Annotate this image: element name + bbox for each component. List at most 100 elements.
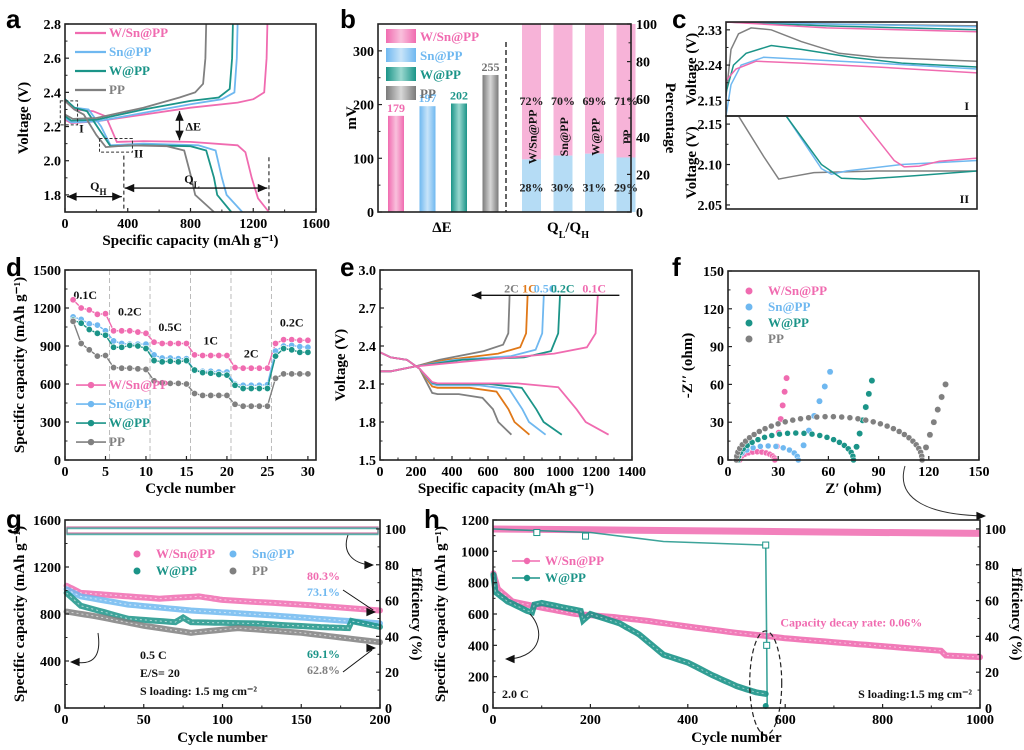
retention-label-W/Sn@PP: 80.3%: [307, 569, 340, 583]
bar-category-label: W/Sn@PP: [526, 110, 540, 165]
qh-arrowhead-l: [67, 192, 77, 201]
qh-subscript: H: [99, 187, 106, 197]
panel-g-ylabel-right: Efficiency (%): [408, 568, 424, 661]
panel-e-xtick-label: 1400: [618, 465, 646, 480]
data-point-PP: [774, 420, 782, 428]
data-point-W/Sn@PP: [247, 364, 255, 372]
bar-QL-W/Sn@PP: [522, 24, 541, 160]
panel-b-left-ytick-label: 300: [353, 45, 374, 60]
data-point-PP: [813, 413, 821, 421]
data-point-W/Sn@PP: [182, 339, 190, 347]
panel-e-ytick-label: 2.7: [359, 302, 377, 317]
panel-d-ytick-label: 0: [54, 454, 61, 469]
data-point-Sn@PP: [821, 383, 829, 390]
panel-label-b: b: [340, 4, 356, 34]
panel-label-e: e: [340, 252, 354, 282]
legend-label-0.2C: 0.2C: [551, 281, 575, 295]
data-point-PP: [296, 370, 304, 378]
panel-h-xlabel: Cycle number: [691, 730, 782, 746]
series-line-Sn@PP: [785, 116, 977, 175]
bar-deltaE-value-label: 197: [419, 91, 437, 105]
sub: H: [581, 230, 589, 241]
data-point-PP: [231, 400, 239, 408]
data-point-W/Sn@PP: [781, 388, 789, 396]
panel-c-II-ytick-label: 2.05: [698, 199, 723, 214]
panel-g-right-ytick-label: 60: [385, 595, 399, 610]
series-line-W@PP-discharge: [64, 98, 232, 213]
group-label-QL-QH: QL/QH: [547, 220, 589, 241]
panel-g-ytick-label: 400: [40, 655, 61, 670]
panel-h-xtick-label: 200: [580, 713, 601, 728]
legend-label-W/Sn@PP: W/Sn@PP: [420, 29, 479, 44]
data-point-W@PP: [768, 432, 776, 439]
panel-d-xlabel: Cycle number: [145, 481, 236, 497]
data-point-W/Sn@PP: [69, 296, 77, 304]
panel-f-xtick-label: 60: [821, 465, 835, 480]
bar-deltaE-W/Sn@PP: [388, 115, 404, 212]
panel-b-left-ytick-label: 0: [367, 206, 374, 221]
legend-marker-W/Sn@PP: [133, 550, 141, 558]
panel-b-right-ytick-label: 80: [636, 56, 650, 71]
data-point-W/Sn@PP: [223, 351, 231, 359]
panel-f-ytick-label: 60: [710, 378, 724, 393]
panel-c-I-ytick-label: 2.33: [698, 24, 723, 39]
region-II-box: [99, 138, 133, 153]
panel-b-ylabel-right: Percentage: [662, 83, 678, 154]
series-line-W/Sn@PP: [858, 116, 977, 168]
data-point-PP: [761, 425, 769, 432]
panel-g-ytick-label: 800: [40, 608, 61, 623]
panel-e-ytick-label: 1.8: [359, 416, 377, 431]
panel-h-ytick-label: 1000: [461, 545, 489, 560]
delta-e-arrowhead-down: [175, 130, 184, 141]
data-point-PP: [883, 422, 891, 430]
data-point-Sn@PP: [757, 443, 764, 450]
data-point-PP: [797, 415, 804, 423]
data-point-PP: [830, 413, 837, 420]
data-point-W@PP: [255, 384, 263, 392]
data-point-W/Sn@PP: [85, 306, 93, 314]
data-point-Sn@PP: [786, 446, 793, 454]
data-point-PP: [93, 352, 101, 360]
data-point-W/Sn@PP: [191, 351, 199, 359]
data-point-W@PP: [239, 384, 247, 392]
data-point-W@PP: [158, 358, 166, 366]
panel-c-II-ytick-label: 2.10: [698, 159, 723, 174]
bar-category-label: W@PP: [589, 118, 603, 156]
bar-QL-value-label: 70%: [551, 94, 575, 108]
data-point-PP: [255, 402, 263, 410]
panel-h-xtick-label: 1000: [966, 713, 994, 728]
ql-arrowhead-r: [257, 183, 268, 193]
data-point-PP: [126, 364, 134, 372]
panel-h-xtick-label: 800: [872, 713, 893, 728]
panel-a-ytick-label: 1.8: [44, 189, 62, 204]
panel-g: 0 50 100 150 200040080012001600020406080100C…: [12, 514, 424, 746]
panel-label-a: a: [6, 4, 21, 34]
panel-h-ytick-label: 1200: [461, 514, 489, 529]
sub: L: [559, 230, 566, 241]
panel-a-ylabel: Voltage (V): [16, 82, 32, 154]
data-point-W@PP: [868, 377, 876, 385]
data-point-Sn@PP: [779, 444, 787, 452]
right-axis-pointer: [345, 534, 371, 566]
rate-label: 0.2C: [280, 315, 304, 329]
data-point-W@PP: [231, 381, 239, 389]
pointer-arrowhead: [976, 511, 986, 521]
data-point-W@PP: [215, 370, 223, 378]
data-point-PP: [854, 415, 862, 423]
legend-label-W/Sn@PP: W/Sn@PP: [545, 553, 604, 568]
panel-b-right-ytick-label: 100: [636, 18, 657, 33]
series-texture-W@PP: [493, 574, 766, 695]
retention-label-Sn@PP: 73.1%: [307, 585, 340, 599]
panel-h-right-ytick-label: 80: [985, 559, 999, 574]
capacity-decay-label: Capacity decay rate: 0.06%: [780, 616, 922, 630]
retention-arrow-bottom: [342, 649, 373, 673]
panel-d-ytick-label: 300: [40, 416, 61, 431]
data-point-W/Sn@PP: [263, 364, 271, 372]
data-point-W/Sn@PP: [239, 364, 247, 372]
qh-arrowhead-r: [112, 192, 122, 201]
data-point-PP: [110, 364, 118, 372]
panel-c-ylabel-I: Voltage (V): [684, 33, 700, 105]
condition-label: S loading: 1.5 mg cm⁻²: [140, 684, 257, 698]
series-line-0.5C-discharge: [379, 351, 547, 436]
panel-e-ytick-label: 3.0: [359, 264, 377, 279]
